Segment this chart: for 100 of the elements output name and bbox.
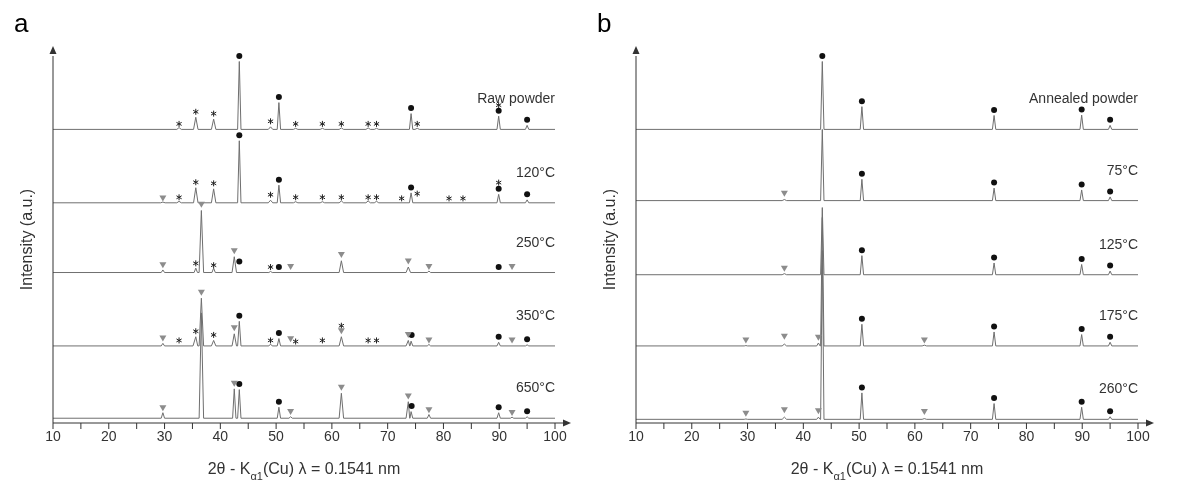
point (338, 322, 345, 330)
point (338, 120, 345, 128)
point (287, 408, 295, 415)
point (210, 261, 217, 269)
series-label: 120°C (515, 163, 555, 180)
point (445, 194, 453, 202)
point (365, 193, 372, 201)
point (267, 117, 274, 125)
point (1078, 398, 1085, 405)
point (275, 398, 282, 405)
point (991, 254, 998, 261)
x-tick-label: 50 (851, 427, 868, 444)
point (524, 408, 531, 415)
point (495, 179, 502, 187)
x-tick-label: 80 (1018, 427, 1035, 444)
x-tick-label: 60 (324, 427, 340, 444)
x-tick-label: 70 (379, 427, 396, 444)
point (414, 190, 421, 198)
point (1078, 255, 1085, 262)
point (267, 191, 274, 199)
point (814, 408, 822, 415)
point (337, 384, 345, 391)
point (780, 407, 788, 414)
point (495, 185, 502, 192)
point (275, 176, 282, 183)
point (236, 312, 243, 319)
point (819, 53, 826, 59)
point (210, 179, 217, 187)
point (524, 336, 531, 343)
point (236, 53, 243, 59)
point (858, 247, 865, 254)
x-tick-label: 30 (156, 427, 173, 444)
point (275, 330, 282, 337)
point (508, 410, 516, 417)
point (365, 336, 372, 344)
point (920, 408, 928, 415)
point (1107, 116, 1114, 123)
series-label: 650°C (515, 379, 555, 396)
series-label: 350°C (515, 306, 555, 323)
point (210, 110, 217, 118)
point (292, 120, 299, 128)
point (495, 404, 502, 411)
x-tick-label: 90 (1074, 427, 1091, 444)
point (365, 120, 372, 128)
point (408, 403, 415, 410)
point (991, 179, 998, 186)
x-axis-title: 2θ - K$_{α1}$(Cu) λ = 0.1541 nm (790, 460, 984, 482)
point (319, 193, 326, 201)
point (192, 178, 199, 186)
point (319, 120, 326, 128)
point (192, 259, 199, 267)
point (920, 337, 928, 344)
point (404, 331, 412, 338)
point (1107, 188, 1114, 195)
point (858, 315, 865, 322)
point (287, 336, 295, 343)
point (292, 338, 299, 346)
x-tick-label: 90 (491, 427, 508, 444)
y-axis-title: Intensity (a.u.) (17, 188, 35, 291)
x-tick-label: 40 (795, 427, 812, 444)
point (991, 395, 998, 402)
x-tick-label: 60 (907, 427, 923, 444)
point (991, 106, 998, 113)
point (1107, 408, 1114, 415)
point (175, 120, 183, 128)
point (408, 105, 415, 112)
series-label: Annealed powder (1029, 90, 1139, 107)
point (814, 334, 822, 341)
x-tick-label: 80 (435, 427, 452, 444)
chart-title: a (13, 8, 30, 38)
point (495, 107, 502, 114)
y-axis-title: Intensity (a.u.) (600, 188, 618, 291)
point (230, 380, 238, 387)
point (1078, 326, 1085, 333)
point (425, 264, 433, 271)
point (319, 336, 326, 344)
point (1107, 333, 1114, 340)
point (398, 194, 405, 202)
point (197, 289, 205, 296)
point (404, 393, 412, 400)
series-label: 75°C (1106, 161, 1138, 178)
point (159, 262, 167, 269)
point (742, 337, 750, 344)
point (508, 337, 516, 344)
point (275, 94, 282, 101)
point (780, 265, 788, 272)
point (292, 193, 299, 201)
point (275, 264, 282, 271)
point (337, 328, 345, 335)
point (175, 336, 183, 344)
x-tick-label: 70 (962, 427, 979, 444)
point (192, 108, 199, 116)
point (425, 337, 433, 344)
point (1078, 181, 1085, 188)
point (267, 263, 274, 271)
point (858, 384, 865, 391)
series-label: Raw powder (477, 90, 556, 107)
point (858, 170, 865, 177)
x-tick-label: 50 (268, 427, 285, 444)
point (236, 132, 243, 139)
